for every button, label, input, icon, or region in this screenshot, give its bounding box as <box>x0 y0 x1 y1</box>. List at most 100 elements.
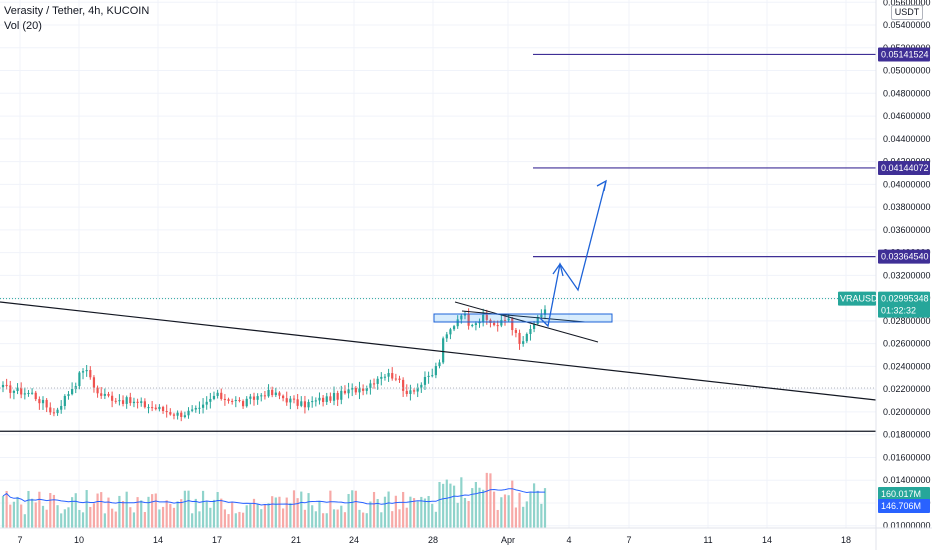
volume-bar <box>529 492 532 528</box>
candle-body <box>514 330 517 333</box>
volume-bar <box>347 493 350 528</box>
candle-body <box>92 377 96 388</box>
time-tick-label: 10 <box>74 535 84 545</box>
candle-body <box>136 401 139 403</box>
volume-bar <box>231 502 234 528</box>
volume-bar <box>78 509 81 528</box>
volume-bar <box>252 498 256 528</box>
volume-bar <box>169 504 172 528</box>
currency-button[interactable]: USDT <box>891 5 923 20</box>
volume-bar <box>467 501 470 528</box>
candle-body <box>56 409 59 414</box>
candle-body <box>391 373 394 379</box>
candle-body <box>540 314 543 318</box>
volume-bar <box>514 507 517 528</box>
volume-bar <box>71 497 74 528</box>
volume-bar <box>391 511 394 528</box>
candle-body <box>180 412 183 417</box>
candle-body <box>96 387 99 394</box>
price-tick-label: 0.02800000 <box>883 316 931 326</box>
candle-body <box>107 393 110 396</box>
candle-body <box>209 398 212 402</box>
volume-bar <box>249 504 252 528</box>
volume-bar <box>445 479 448 528</box>
volume-bar <box>307 493 310 528</box>
volume-bar <box>183 490 186 528</box>
candle-body <box>1 384 5 388</box>
symbol-tag <box>838 291 876 306</box>
price-level-tag-label: 0.04144072 <box>881 163 929 173</box>
volume-bar <box>241 512 245 528</box>
volume-bar <box>423 498 427 528</box>
time-tick-label: 11 <box>703 535 712 545</box>
candle-body <box>271 389 274 396</box>
candle-body <box>165 411 168 413</box>
candle-body <box>423 376 427 385</box>
candle-body <box>292 398 296 400</box>
candle-body <box>20 387 23 395</box>
candle-body <box>412 390 416 392</box>
candle-body <box>369 383 372 388</box>
volume-bar <box>500 497 503 528</box>
volume-bar <box>525 501 528 528</box>
countdown-label: 01:32:32 <box>881 306 916 316</box>
candle-body <box>289 398 292 403</box>
breakout-zone-rect <box>433 313 613 323</box>
candle-body <box>114 400 117 402</box>
volume-bar <box>27 490 30 528</box>
time-tick-label: Apr <box>501 535 515 545</box>
candle-body <box>34 392 37 400</box>
candle-body <box>216 392 219 396</box>
volume-bar <box>358 509 361 528</box>
candle-body <box>351 387 354 390</box>
volume-bar <box>263 504 267 528</box>
volume-bar <box>474 482 477 528</box>
time-tick-label: 24 <box>349 535 359 545</box>
volume-bar <box>56 505 59 528</box>
symbol-tag-label: VRAUSDT <box>840 294 884 304</box>
candle-body <box>445 334 448 339</box>
time-tick-label: 18 <box>841 535 851 545</box>
symbol-title: Verasity / Tether, 4h, KUCOIN <box>4 5 150 17</box>
volume-bar <box>92 503 96 528</box>
wedge-lower-line <box>461 310 586 323</box>
volume-bar <box>522 506 525 528</box>
candle-body <box>71 389 74 395</box>
volume-bar <box>165 500 168 528</box>
candle-body <box>460 315 463 320</box>
volume-bar <box>100 492 103 528</box>
volume-bar <box>227 514 230 528</box>
volume-bar <box>151 494 154 528</box>
price-level-tag-label: 0.05141524 <box>881 49 929 59</box>
candle-body <box>318 397 321 401</box>
volume-bar <box>52 494 56 528</box>
candle-body <box>223 398 226 400</box>
candle-body <box>245 398 248 407</box>
volume-bar <box>478 487 481 528</box>
volume-bar <box>198 511 201 528</box>
candles <box>1 305 547 422</box>
volume-bar <box>201 490 205 528</box>
candle-body <box>154 407 157 410</box>
candle-body <box>485 314 488 320</box>
volume-bar <box>209 507 212 528</box>
volume-bar <box>176 501 179 528</box>
volume-bar <box>311 505 314 528</box>
volume-bar <box>314 511 317 528</box>
candle-body <box>311 401 314 403</box>
candle-body <box>140 401 143 403</box>
candle-body <box>78 372 81 387</box>
volume-bar <box>38 491 41 528</box>
volume-bar <box>154 493 157 528</box>
candle-body <box>394 378 397 380</box>
volume-bar <box>238 511 241 528</box>
volume-bar <box>412 498 416 528</box>
candle-body <box>143 401 146 408</box>
candle-body <box>354 387 357 393</box>
volume-bar <box>129 507 132 528</box>
price-level-tag <box>878 160 930 175</box>
volume-bar <box>536 490 539 528</box>
candle-body <box>452 326 456 330</box>
volume-bar <box>161 506 165 528</box>
